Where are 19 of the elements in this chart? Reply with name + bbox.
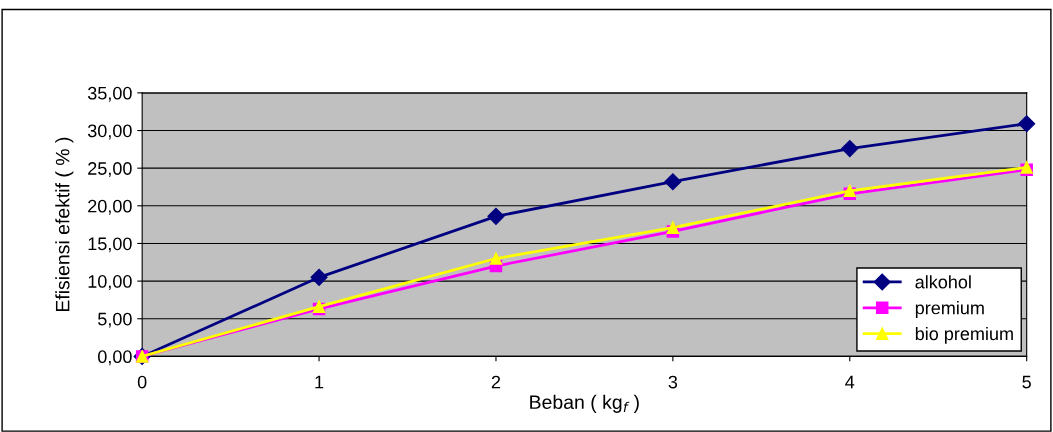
y-tick-label: 10,00 [88, 275, 132, 290]
y-tick-label: 20,00 [88, 199, 132, 215]
x-tick-label: 0 [137, 375, 147, 389]
y-tick-label: 15,00 [88, 237, 132, 253]
x-tick-label: 3 [668, 375, 678, 389]
x-tick-label: 1 [315, 375, 324, 389]
y-axis-title: Efisiensi efektif ( % ) [55, 137, 74, 312]
y-tick-label: 5,00 [98, 312, 132, 328]
legend-label: alkohol [915, 275, 971, 289]
y-tick-label: 0,00 [98, 350, 132, 366]
legend-label: bio premium [915, 326, 1013, 344]
x-tick-label: 2 [491, 375, 501, 389]
y-tick-label: 35,00 [87, 86, 132, 102]
x-tick-label: 4 [845, 375, 855, 389]
x-axis-title: Beban ( kg$_{f}$ ) [530, 394, 639, 413]
x-tick-label: 5 [1022, 375, 1031, 389]
legend-label: premium [915, 301, 984, 318]
y-tick-label: 25,00 [88, 162, 132, 178]
y-tick-label: 30,00 [87, 124, 132, 140]
